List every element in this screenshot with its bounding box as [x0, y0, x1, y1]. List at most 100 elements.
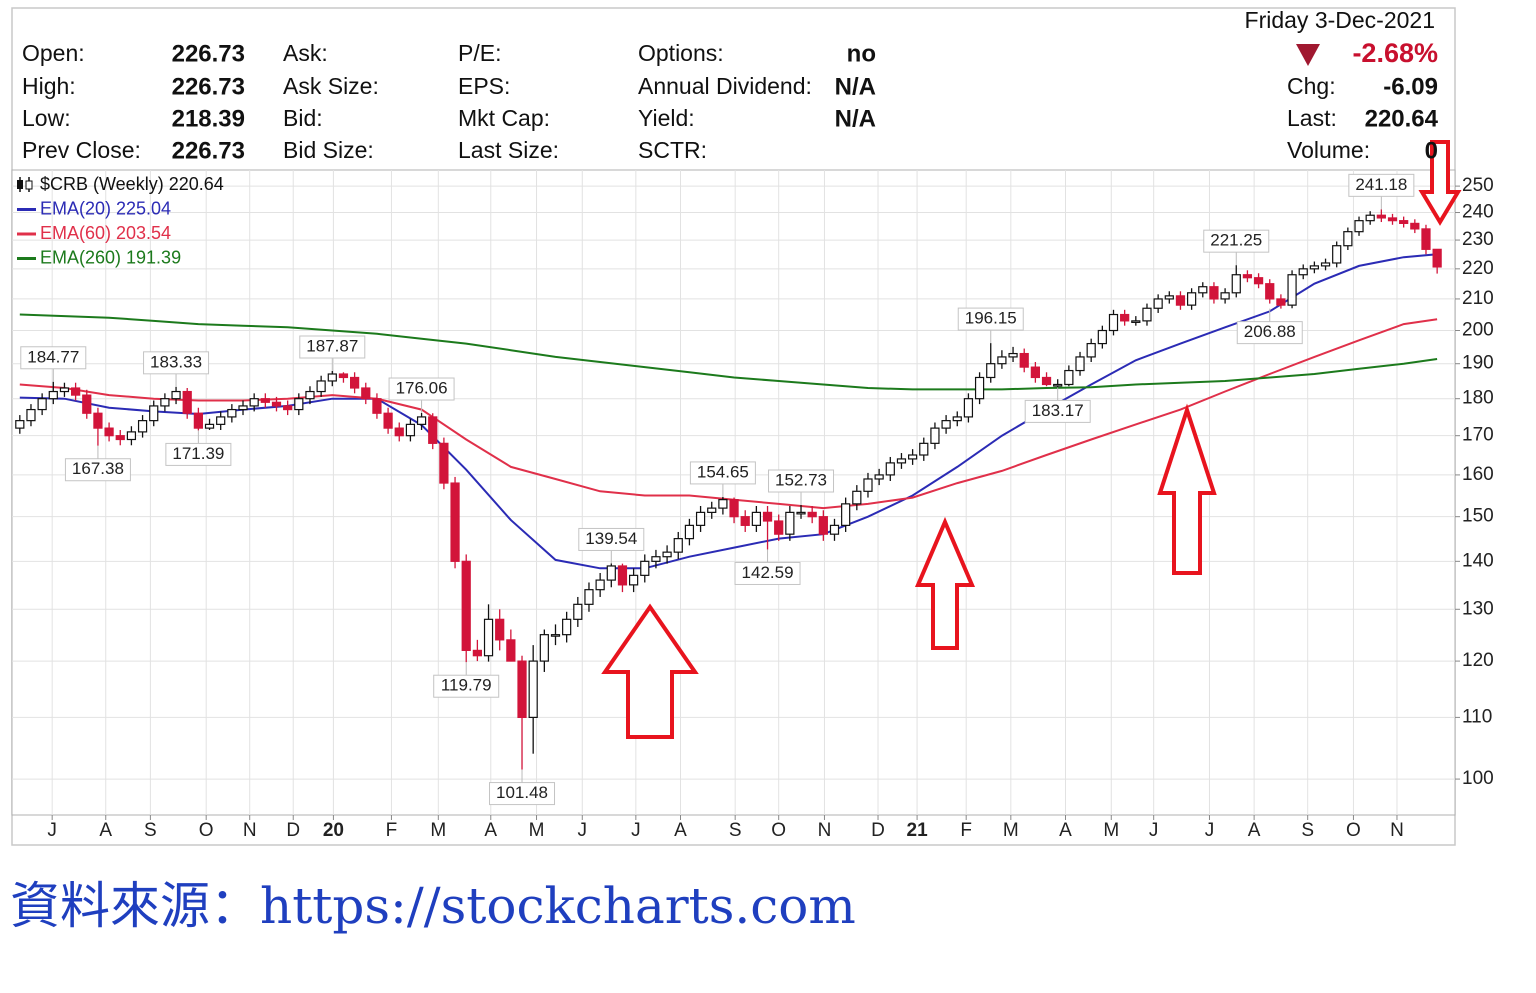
candle-body — [1153, 298, 1163, 309]
legend-icon — [25, 180, 33, 190]
candle-body — [48, 390, 58, 400]
field-value: 220.64 — [1365, 105, 1439, 132]
candle-body — [271, 401, 282, 407]
candle-body — [495, 618, 505, 641]
y-tick-label: 120 — [1462, 650, 1494, 671]
field-label: Prev Close: — [22, 137, 141, 163]
candle-body — [238, 405, 248, 411]
candle-body — [137, 420, 148, 433]
candle-body — [171, 390, 181, 400]
x-tick-label: J — [631, 820, 641, 841]
x-tick-label: A — [99, 820, 112, 841]
candle-body — [852, 490, 862, 505]
candle-body — [986, 363, 996, 379]
x-tick-label: M — [430, 820, 446, 841]
field-label: Yield: — [638, 105, 695, 131]
field-value: 226.73 — [172, 137, 245, 164]
candle-body — [829, 524, 840, 535]
field-label: Annual Dividend: — [638, 73, 812, 99]
candle-body — [506, 639, 516, 662]
candle-body — [104, 427, 114, 437]
candle-body — [26, 408, 36, 422]
candle-body — [1332, 245, 1342, 264]
candle-body — [718, 499, 728, 509]
plot-area — [11, 169, 1456, 816]
y-tick-label: 250 — [1462, 175, 1494, 196]
candle-body — [1410, 222, 1420, 230]
field-label: SCTR: — [638, 137, 707, 163]
callout-arrows — [601, 140, 1462, 739]
candle-body — [1354, 220, 1364, 233]
x-tick-label: S — [1301, 820, 1314, 841]
annotation-label: 183.17 — [1032, 401, 1084, 420]
candle-body — [952, 416, 962, 422]
y-tick-label: 100 — [1462, 768, 1494, 789]
candle-body — [1175, 295, 1186, 306]
candle-body — [762, 511, 773, 522]
candle-body — [82, 394, 92, 414]
y-tick-label: 170 — [1462, 425, 1494, 446]
candle-body — [517, 660, 527, 718]
field-value: N/A — [835, 105, 876, 132]
down-triangle-icon — [1296, 44, 1320, 66]
candle-body — [1253, 277, 1264, 285]
annotation-label: 206.88 — [1244, 322, 1296, 341]
field-label: EPS: — [458, 73, 510, 99]
annotation-box — [768, 469, 835, 493]
candle-body — [606, 565, 616, 581]
field-label: Ask: — [283, 40, 328, 66]
legend-label: EMA(20) 225.04 — [40, 198, 171, 218]
x-tick-label: M — [1003, 820, 1019, 841]
x-tick-label: M — [529, 820, 545, 841]
candle-body — [807, 511, 817, 518]
up-arrow — [1157, 403, 1217, 575]
candle-body — [751, 511, 761, 526]
candle-body — [550, 634, 561, 637]
candle-body — [640, 560, 650, 576]
x-tick-label: M — [1103, 820, 1119, 841]
annotation-label: 183.33 — [150, 352, 202, 371]
candle-body — [70, 387, 81, 396]
candle-body — [1019, 352, 1029, 368]
candle-body — [1320, 262, 1331, 267]
candle-body — [361, 387, 371, 400]
annotation-box — [64, 458, 131, 482]
field-label: Ask Size: — [283, 73, 379, 99]
candle-body — [729, 499, 739, 518]
candle-body — [160, 398, 170, 407]
annotation-label: 119.79 — [441, 676, 492, 695]
candle-body — [450, 482, 460, 562]
field-label: Open: — [22, 40, 85, 66]
candle-body — [841, 503, 851, 526]
candle-body — [930, 427, 940, 444]
field-value: -6.09 — [1383, 73, 1438, 100]
x-tick-label: S — [729, 820, 742, 841]
annotation-box — [165, 442, 232, 466]
candle-body — [1198, 286, 1208, 294]
field-label: Options: — [638, 40, 724, 66]
x-tick-label: J — [47, 820, 57, 841]
candle-body — [383, 412, 393, 429]
annotation-label: 139.54 — [585, 529, 637, 548]
x-tick-label: S — [144, 820, 157, 841]
candle-body — [1365, 214, 1375, 222]
annotation-box — [689, 461, 756, 485]
x-tick-label: O — [1346, 820, 1361, 841]
candle-body — [294, 398, 304, 411]
annotation-label: 184.77 — [27, 347, 79, 366]
candle-body — [349, 376, 360, 389]
candle-body — [1041, 376, 1052, 386]
annotation-box — [433, 674, 500, 698]
candle-body — [1030, 366, 1040, 379]
candle-body — [1387, 217, 1398, 222]
candle-body — [1298, 268, 1308, 276]
candle-body — [405, 423, 416, 437]
annotation-label: 142.59 — [742, 563, 794, 582]
annotation-box — [489, 782, 556, 806]
field-label: Last: — [1287, 105, 1337, 131]
candle-body — [439, 442, 449, 484]
candle-body — [584, 589, 594, 605]
candle-body — [1343, 231, 1353, 247]
candle-body — [707, 507, 717, 513]
